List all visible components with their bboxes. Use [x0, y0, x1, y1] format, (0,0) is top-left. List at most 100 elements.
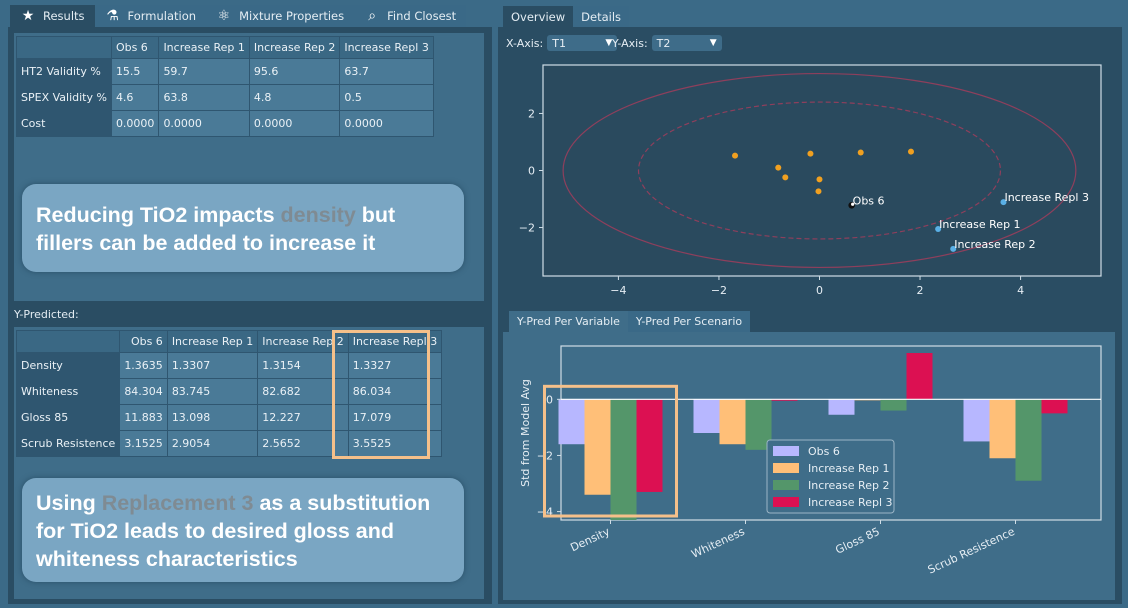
table-cell[interactable]: 11.883 — [119, 404, 168, 431]
table-row: SPEX Validity % 4.6 63.8 4.8 0.5 — [16, 84, 434, 111]
tab-mixture-properties[interactable]: ⚛ Mixture Properties — [206, 5, 355, 27]
table-cell[interactable]: 17.079 — [347, 404, 443, 431]
tab-overview[interactable]: Overview — [503, 6, 574, 27]
table-cell[interactable]: 0.5 — [339, 84, 434, 111]
tab-y-pred-per-scenario[interactable]: Y-Pred Per Scenario — [627, 311, 751, 332]
table-header-row: Obs 6 Increase Rep 1 Increase Rep 2 Incr… — [16, 36, 434, 59]
x-tick-label: −4 — [610, 284, 626, 297]
legend-label: Obs 6 — [808, 445, 840, 458]
density-highlight-box — [543, 384, 678, 518]
bar-1-0 — [693, 399, 720, 433]
x-tick-label: 4 — [1017, 284, 1024, 297]
table-cell[interactable]: 63.8 — [158, 84, 250, 111]
tab-y-pred-per-variable[interactable]: Y-Pred Per Variable — [509, 311, 628, 332]
tab-details[interactable]: Details — [573, 6, 630, 27]
table-header-row: Obs 6 Increase Rep 1 Increase Rep 2 Incr… — [15, 330, 443, 353]
scatter-point — [857, 149, 864, 156]
row-header: HT2 Validity % — [16, 58, 112, 85]
table-cell[interactable]: 83.745 — [166, 378, 259, 405]
column-header: Increase Rep 2 — [257, 330, 349, 353]
table-cell[interactable]: 95.6 — [248, 58, 341, 85]
table-row: Cost 0.0000 0.0000 0.0000 0.0000 — [16, 110, 434, 137]
row-header: Scrub Resistence — [15, 430, 121, 457]
x-tick-label: Whiteness — [689, 525, 747, 561]
flask-icon: ⚗ — [106, 8, 119, 24]
tab-formulation[interactable]: ⚗ Formulation — [94, 5, 207, 27]
table-cell[interactable]: 4.8 — [248, 84, 341, 111]
row-header: SPEX Validity % — [16, 84, 112, 111]
bar-3-2 — [1015, 399, 1042, 481]
results-section: Obs 6 Increase Rep 1 Increase Rep 2 Incr… — [14, 33, 484, 301]
callout-highlight: Replacement 3 — [101, 491, 254, 515]
legend-label: Increase Repl 3 — [808, 496, 893, 509]
chevron-down-icon: ▼ — [709, 38, 717, 48]
table-cell[interactable]: 0.0000 — [248, 110, 341, 137]
table-cell[interactable]: 0.0000 — [158, 110, 250, 137]
score-scatter-plot[interactable]: −4 −2 0 2 4 −2 0 2 Obs 6 Increase Rep 1 Increase R… — [503, 55, 1115, 305]
table-row: HT2 Validity % 15.5 59.7 95.6 63.7 — [16, 58, 434, 85]
x-tick-label: −2 — [711, 284, 727, 297]
bar-2-0 — [828, 399, 855, 415]
table-row: Scrub Resistence 3.1525 2.9054 2.5652 3.… — [15, 430, 443, 457]
bar-3-1 — [989, 399, 1016, 459]
tab-label: Formulation — [127, 9, 197, 23]
right-tab-bar: Overview Details — [503, 6, 630, 27]
table-cell[interactable]: 3.5525 — [347, 430, 443, 457]
table-cell[interactable]: 1.3307 — [166, 352, 259, 379]
table-cell[interactable]: 84.304 — [119, 378, 168, 405]
legend-box — [766, 439, 895, 514]
point-label: Increase Repl 3 — [1004, 191, 1089, 204]
bar-1-3 — [771, 399, 798, 401]
bar-3-3 — [1041, 399, 1068, 414]
table-cell[interactable]: 59.7 — [158, 58, 250, 85]
legend-label: Increase Rep 2 — [808, 479, 889, 492]
tab-find-closest[interactable]: ⌕ Find Closest — [354, 5, 467, 27]
bar-0-2 — [610, 399, 637, 520]
x-tick-label: 2 — [917, 284, 924, 297]
table-cell[interactable]: 86.034 — [347, 378, 443, 405]
table-cell[interactable]: 15.5 — [110, 58, 160, 85]
tab-label: Results — [43, 9, 85, 23]
bar-2-3 — [906, 353, 933, 400]
y-tick-label: 0 — [528, 165, 535, 178]
row-header: Whiteness — [15, 378, 121, 405]
y-axis-select[interactable]: T2 ▼ — [651, 35, 722, 51]
column-header: Increase Rep 1 — [158, 36, 250, 59]
table-row: Gloss 85 11.883 13.098 12.227 17.079 — [15, 404, 443, 431]
table-cell[interactable]: 4.6 — [110, 84, 160, 111]
row-header: Cost — [16, 110, 112, 137]
plot-area — [542, 64, 1102, 277]
table-cell[interactable]: 0.0000 — [339, 110, 434, 137]
legend-swatch — [773, 480, 799, 490]
column-header: Increase Rep 2 — [248, 36, 341, 59]
scatter-point — [907, 148, 914, 155]
x-axis-select[interactable]: T1 ▼ — [547, 35, 618, 51]
column-header: Increase Rep 1 — [166, 330, 259, 353]
x-tick-label: Gloss 85 — [833, 525, 881, 557]
column-header: Increase Repl 3 — [339, 36, 434, 59]
y-pred-bar-chart[interactable]: Density Whiteness Gloss 85 Scrub Resistence… — [503, 332, 1115, 600]
table-cell[interactable]: 3.1525 — [119, 430, 168, 457]
search-icon: ⌕ — [368, 8, 377, 24]
table-cell[interactable]: 63.7 — [339, 58, 434, 85]
solid-confidence-ellipse — [562, 72, 1077, 269]
legend-swatch — [773, 463, 799, 473]
callout-text: Reducing TiO2 impacts — [36, 203, 281, 227]
callout-text: Using — [36, 491, 102, 515]
table-cell[interactable]: 0.0000 — [110, 110, 160, 137]
table-cell[interactable]: 1.3635 — [119, 352, 168, 379]
table-cell[interactable]: 2.9054 — [166, 430, 259, 457]
table-cell[interactable]: 13.098 — [166, 404, 259, 431]
column-header — [15, 330, 121, 353]
table-row: Density 1.3635 1.3307 1.3154 1.3327 — [15, 352, 443, 379]
row-header: Gloss 85 — [15, 404, 121, 431]
scatter-point — [775, 164, 782, 171]
scatter-point — [732, 152, 739, 159]
column-header: Obs 6 — [119, 330, 168, 353]
y-axis-label: Std from Model Avg — [519, 379, 532, 487]
tab-results[interactable]: ★ Results — [10, 5, 95, 27]
bottom-tab-bar: Y-Pred Per Variable Y-Pred Per Scenario — [509, 311, 751, 332]
bar-0-0 — [558, 399, 585, 445]
point-label: Increase Rep 2 — [954, 238, 1035, 251]
row-header: Density — [15, 352, 121, 379]
